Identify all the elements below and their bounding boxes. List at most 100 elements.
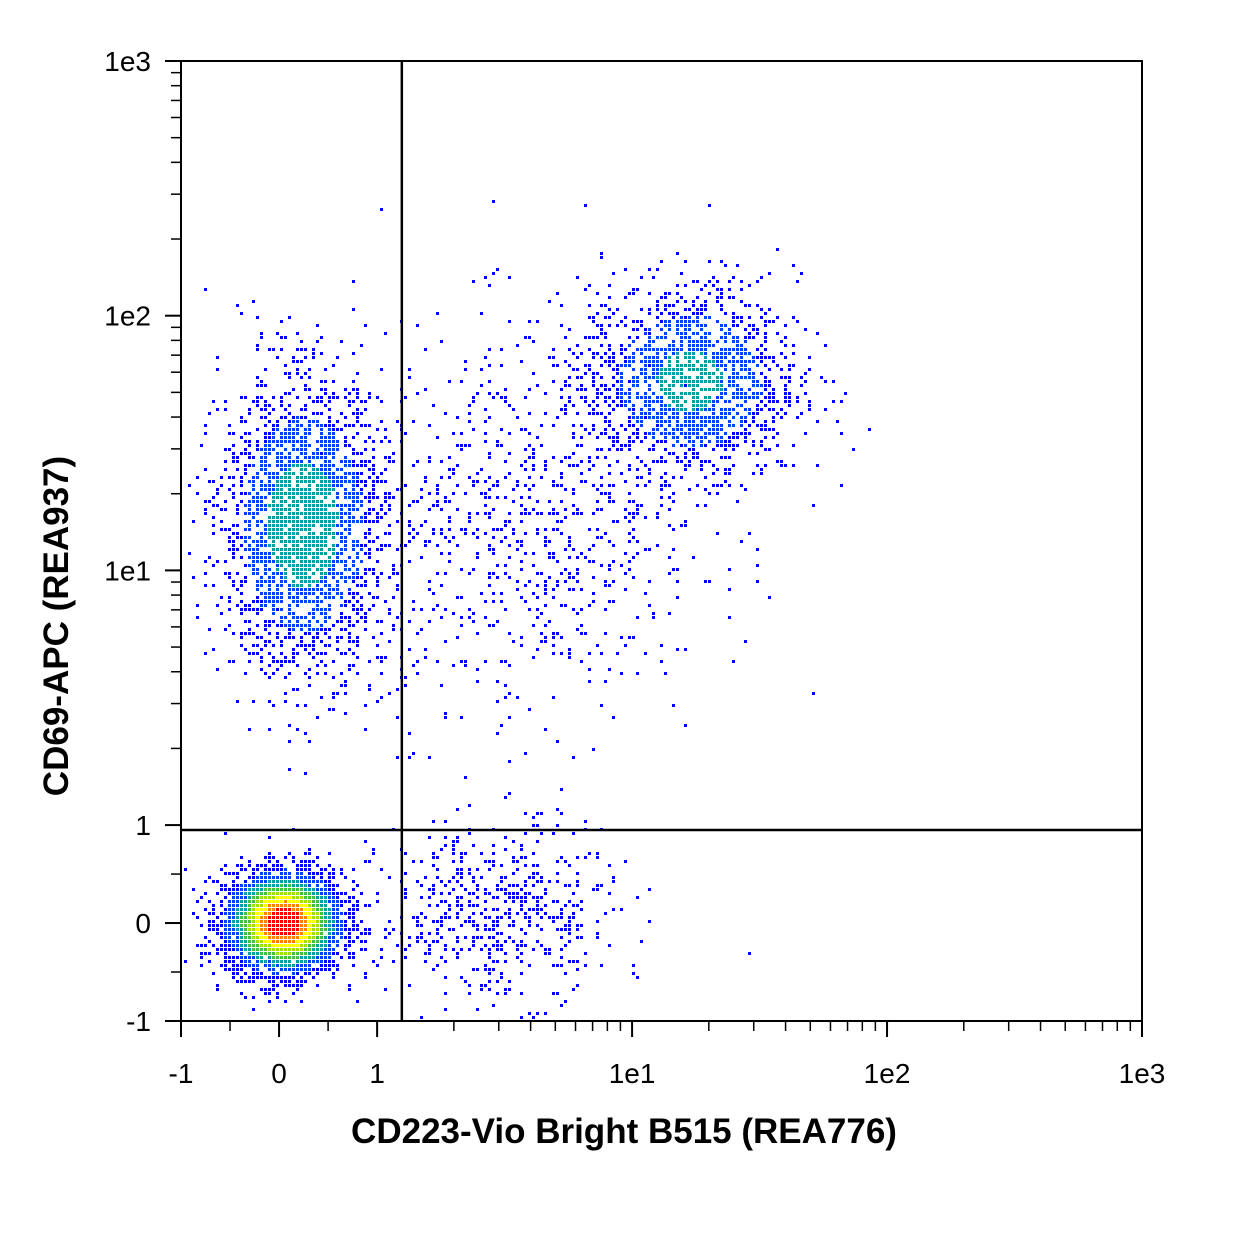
event-dot	[600, 376, 603, 379]
event-dot	[268, 488, 271, 491]
event-dot	[228, 924, 231, 927]
event-dot	[580, 552, 583, 555]
event-dot	[292, 976, 295, 979]
event-dot	[324, 944, 327, 947]
event-dot	[276, 532, 279, 535]
event-dot	[796, 400, 799, 403]
event-dot	[692, 396, 695, 399]
event-dot	[248, 444, 251, 447]
event-dot	[352, 476, 355, 479]
event-dot	[516, 580, 519, 583]
event-dot	[468, 948, 471, 951]
event-dot	[308, 560, 311, 563]
event-dot	[724, 392, 727, 395]
event-dot	[740, 348, 743, 351]
event-dot	[608, 540, 611, 543]
event-dot	[760, 440, 763, 443]
event-dot	[224, 628, 227, 631]
event-dot	[680, 444, 683, 447]
event-dot	[260, 536, 263, 539]
event-dot	[600, 884, 603, 887]
event-dot	[548, 356, 551, 359]
event-dot	[332, 560, 335, 563]
event-dot	[348, 984, 351, 987]
event-dot	[488, 952, 491, 955]
event-dot	[744, 376, 747, 379]
event-dot	[620, 388, 623, 391]
event-dot	[360, 932, 363, 935]
event-dot	[764, 336, 767, 339]
event-dot	[304, 908, 307, 911]
event-dot	[492, 548, 495, 551]
event-dot	[256, 532, 259, 535]
event-dot	[772, 436, 775, 439]
event-dot	[468, 916, 471, 919]
event-dot	[776, 412, 779, 415]
event-dot	[612, 880, 615, 883]
event-dot	[500, 876, 503, 879]
event-dot	[500, 972, 503, 975]
event-dot	[736, 388, 739, 391]
event-dot	[624, 444, 627, 447]
event-dot	[704, 400, 707, 403]
event-dot	[284, 448, 287, 451]
event-dot	[260, 396, 263, 399]
event-dot	[592, 316, 595, 319]
event-dot	[596, 396, 599, 399]
event-dot	[656, 372, 659, 375]
event-dot	[528, 1012, 531, 1015]
event-dot	[268, 852, 271, 855]
event-dot	[188, 484, 191, 487]
event-dot	[300, 976, 303, 979]
event-dot	[656, 420, 659, 423]
event-dot	[348, 528, 351, 531]
event-dot	[268, 960, 271, 963]
event-dot	[668, 372, 671, 375]
y-tick-label: 1e1	[104, 555, 151, 586]
event-dot	[216, 604, 219, 607]
event-dot	[196, 604, 199, 607]
event-dot	[276, 556, 279, 559]
event-dot	[416, 672, 419, 675]
event-dot	[560, 956, 563, 959]
event-dot	[656, 380, 659, 383]
event-dot	[332, 448, 335, 451]
event-dot	[520, 504, 523, 507]
event-dot	[472, 568, 475, 571]
event-dot	[264, 504, 267, 507]
event-dot	[312, 540, 315, 543]
event-dot	[304, 528, 307, 531]
event-dot	[832, 400, 835, 403]
event-dot	[264, 580, 267, 583]
event-dot	[628, 400, 631, 403]
event-dot	[488, 988, 491, 991]
event-dot	[336, 560, 339, 563]
event-dot	[308, 536, 311, 539]
event-dot	[348, 952, 351, 955]
event-dot	[312, 912, 315, 915]
event-dot	[252, 300, 255, 303]
event-dot	[280, 552, 283, 555]
event-dot	[720, 388, 723, 391]
event-dot	[716, 300, 719, 303]
event-dot	[200, 964, 203, 967]
event-dot	[312, 960, 315, 963]
event-dot	[644, 416, 647, 419]
event-dot	[720, 416, 723, 419]
event-dot	[468, 904, 471, 907]
event-dot	[280, 516, 283, 519]
event-dot	[252, 464, 255, 467]
event-dot	[552, 596, 555, 599]
event-dot	[220, 476, 223, 479]
event-dot	[432, 504, 435, 507]
event-dot	[260, 560, 263, 563]
event-dot	[324, 392, 327, 395]
event-dot	[328, 448, 331, 451]
event-dot	[656, 352, 659, 355]
event-dot	[252, 548, 255, 551]
event-dot	[436, 484, 439, 487]
event-dot	[232, 896, 235, 899]
event-dot	[312, 560, 315, 563]
event-dot	[612, 400, 615, 403]
event-dot	[324, 464, 327, 467]
